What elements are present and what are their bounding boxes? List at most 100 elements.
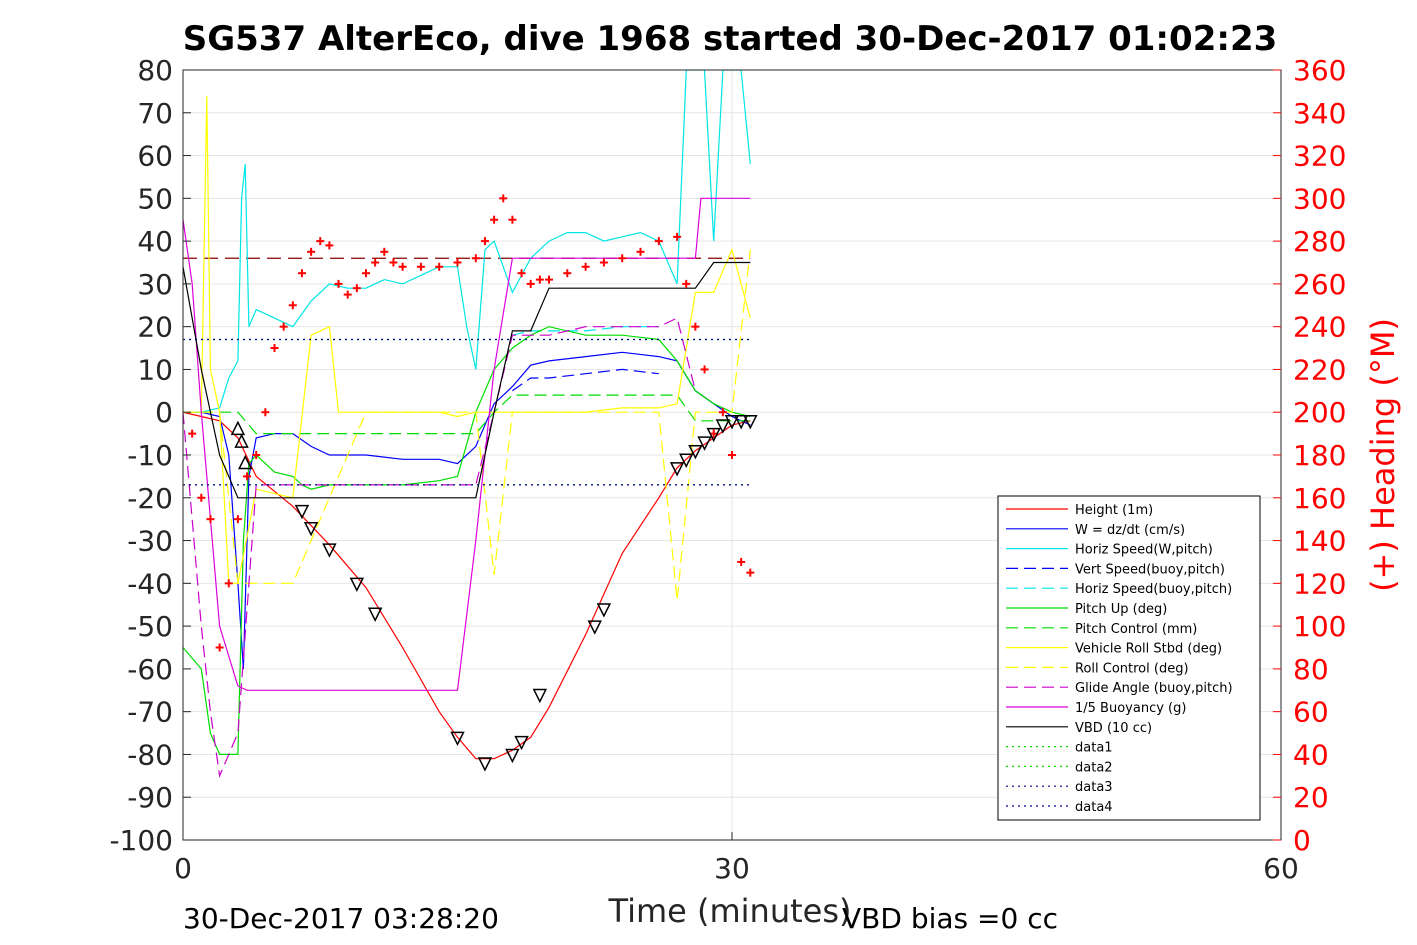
footer-date: 30-Dec-2017 03:28:20 (183, 902, 499, 935)
y-tick-label: 40 (137, 225, 173, 258)
y-right-tick-label: 0 (1293, 824, 1311, 857)
depth-marker (450, 731, 465, 747)
depth-marker (322, 543, 337, 558)
heading-point (654, 237, 663, 246)
legend-entry: Height (1m) (1075, 503, 1153, 518)
y-right-tick-label: 260 (1293, 268, 1346, 301)
depth-marker (596, 603, 612, 618)
heading-point (435, 262, 444, 271)
y-right-tick-label: 120 (1293, 567, 1346, 600)
heading-point (453, 258, 462, 267)
y-right-tick-label: 360 (1293, 54, 1346, 87)
legend-entry: Roll Control (deg) (1075, 661, 1189, 676)
y-right-tick-label: 200 (1293, 396, 1346, 429)
depth-marker (587, 620, 602, 635)
y-tick-label: -80 (127, 738, 173, 771)
heading-point (618, 254, 627, 263)
heading-point (297, 269, 306, 278)
legend: Height (1m) W = dz/dt (cm/s) Horiz Speed(W… (997, 495, 1261, 821)
y-right-tick-label: 240 (1293, 311, 1346, 344)
series-line-8 (183, 249, 751, 601)
y-right-tick-label: 140 (1293, 525, 1346, 558)
y-right-tick-label: 280 (1293, 225, 1346, 258)
y-right-tick-label: 100 (1293, 610, 1346, 643)
y-right-tick-label: 160 (1293, 482, 1346, 515)
depth-marker (697, 436, 712, 451)
heading-point (371, 258, 380, 267)
depth-marker (743, 415, 758, 430)
legend-box (997, 495, 1261, 821)
legend-entry: data1 (1075, 741, 1113, 756)
depth-marker (514, 735, 529, 751)
y-tick-label: -50 (127, 610, 173, 643)
y-tick-label: -20 (127, 482, 173, 515)
y-right-tick-label: 60 (1293, 696, 1329, 729)
legend-entry: Pitch Up (deg) (1075, 602, 1167, 617)
y-tick-label: -30 (127, 525, 173, 558)
y-tick-label: -10 (127, 439, 173, 472)
depth-marker (505, 748, 520, 764)
depth-marker (294, 504, 310, 520)
footer-vbd-bias: VBD bias =0 cc (842, 902, 1058, 935)
x-tick-label: 0 (174, 852, 192, 885)
heading-point (252, 451, 261, 459)
depth-marker (733, 415, 749, 430)
heading-point (480, 237, 489, 246)
series-line-11 (183, 261, 751, 499)
legend-entry: Vert Speed(buoy,pitch) (1075, 562, 1225, 577)
heading-point (728, 451, 736, 459)
y-right-tick-label: 300 (1293, 182, 1346, 215)
y-right-tick-label: 340 (1293, 97, 1346, 130)
heading-point (471, 254, 480, 263)
depth-marker (349, 577, 365, 593)
y-right-tick-label: 180 (1293, 439, 1346, 472)
depth-marker (679, 453, 694, 468)
y-right-tick-label: 20 (1293, 781, 1329, 814)
y-tick-label: 60 (137, 140, 173, 173)
series-line-1 (183, 351, 751, 669)
heading-point (325, 241, 334, 250)
heading-point (535, 275, 544, 284)
heading-point (279, 322, 288, 331)
heading-point (188, 429, 197, 438)
heading-point (206, 515, 215, 524)
depth-marker (238, 454, 253, 470)
legend-entry: 1/5 Buoyancy (g) (1075, 701, 1186, 716)
y-tick-label: 70 (137, 97, 173, 130)
y-tick-label: -40 (127, 567, 173, 600)
series-line-7 (183, 95, 751, 584)
y-tick-label: 30 (137, 268, 173, 301)
series-line-2 (183, 70, 751, 413)
heading-point (389, 258, 398, 267)
heading-point (307, 247, 316, 256)
y-tick-label: -100 (109, 824, 173, 857)
heading-point (517, 269, 526, 278)
legend-entry: Glide Angle (buoy,pitch) (1075, 681, 1233, 696)
y-tick-label: 80 (137, 54, 173, 87)
depth-marker (724, 415, 740, 430)
heading-point (233, 515, 242, 524)
depth-marker (367, 607, 383, 622)
heading-point (682, 279, 691, 288)
heading-point (334, 279, 343, 288)
series-layer (183, 70, 751, 778)
heading-point (526, 279, 535, 288)
y-right-tick-label: 320 (1293, 140, 1346, 173)
depth-marker (706, 427, 721, 443)
heading-point (581, 262, 590, 271)
chart-title: SG537 AlterEco, dive 1968 started 30-Dec… (183, 19, 1278, 59)
heading-point (243, 472, 252, 481)
depth-marker (303, 521, 319, 537)
heading-point (352, 284, 361, 293)
heading-point (380, 247, 389, 256)
y-tick-label: -70 (127, 696, 173, 729)
heading-point (700, 365, 709, 374)
y-tick-label: -90 (127, 781, 173, 814)
depth-marker (477, 757, 493, 772)
legend-entry: Pitch Control (mm) (1075, 622, 1197, 637)
y-tick-label: 50 (137, 182, 173, 215)
x-tick-label: 30 (714, 852, 750, 885)
heading-point (343, 290, 352, 299)
depth-marker (234, 433, 249, 448)
